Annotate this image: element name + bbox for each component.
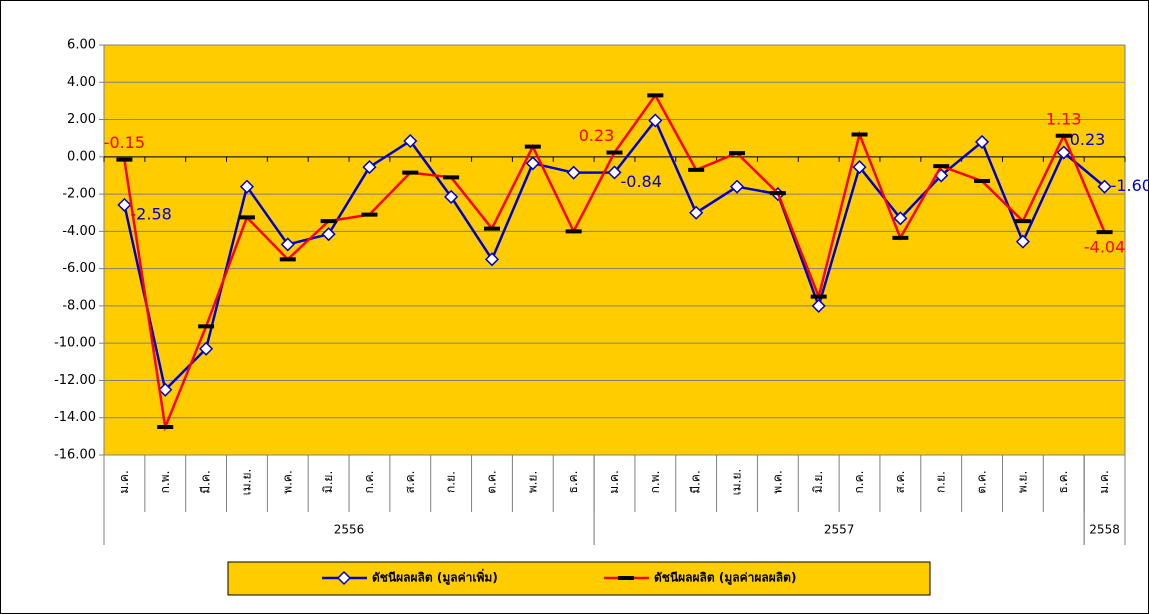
y-tick-label: 6.00 (67, 38, 96, 53)
y-tick-label: 2.00 (67, 112, 96, 127)
marker-diamond (362, 160, 377, 175)
marker-diamond (158, 382, 173, 397)
data-label: 0.23 (579, 126, 615, 145)
marker-diamond (893, 211, 908, 226)
group-label: 2557 (824, 523, 855, 537)
marker-diamond (974, 134, 990, 149)
y-tick-label: -12.00 (54, 373, 96, 388)
x-tick-label: พ.ย. (525, 471, 539, 494)
x-tick-label: เม.ย. (239, 469, 253, 496)
y-tick-label: -2.00 (62, 187, 96, 202)
y-tick-label: -8.00 (62, 298, 96, 313)
x-tick-label: มี.ค. (689, 470, 703, 494)
marker-diamond (444, 189, 459, 204)
y-tick-label: -4.00 (62, 224, 96, 239)
x-tick-label: ก.พ. (648, 471, 662, 494)
x-tick-label: พ.ย. (1015, 471, 1029, 494)
y-tick-label: -16.00 (54, 448, 96, 463)
marker-diamond (729, 179, 745, 194)
x-tick-label: ม.ค. (607, 470, 621, 494)
marker-diamond (811, 298, 826, 313)
marker-diamond (239, 179, 255, 194)
marker-diamond (648, 113, 663, 128)
plot-area (103, 44, 1126, 456)
x-tick-label: ม.ค. (117, 470, 131, 494)
marker-diamond (280, 237, 295, 252)
x-tick-label: มิ.ย. (321, 471, 335, 494)
group-label: 2556 (334, 523, 365, 537)
y-tick-label: 4.00 (67, 75, 96, 90)
marker-diamond (1015, 234, 1030, 249)
legend-label: ดัชนีผลผลิต (มูลค่าผลผลิต) (654, 571, 796, 586)
x-tick-label: ต.ค. (975, 470, 989, 493)
marker-diamond (199, 341, 214, 356)
marker-diamond (525, 156, 540, 171)
data-label: -0.84 (621, 172, 662, 191)
x-tick-label: ก.ย. (444, 471, 458, 493)
marker-diamond (117, 197, 132, 212)
x-tick-label: ก.ค. (852, 471, 866, 494)
x-tick-label: ส.ค. (893, 471, 907, 494)
marker-diamond (484, 252, 500, 267)
marker-diamond (607, 165, 622, 180)
marker-diamond (321, 227, 336, 242)
data-label: 1.13 (1046, 109, 1082, 128)
marker-diamond (566, 165, 581, 180)
x-tick-label: ต.ค. (484, 470, 498, 493)
x-tick-label: มิ.ย. (811, 471, 825, 494)
marker-diamond (1097, 179, 1112, 194)
y-tick-label: -6.00 (62, 261, 96, 276)
marker-diamond (689, 205, 704, 220)
legend-label: ดัชนีผลผลิต (มูลค่าเพิ่ม) (372, 569, 498, 586)
marker-diamond (403, 133, 418, 149)
x-tick-label: มี.ค. (199, 470, 213, 494)
x-tick-label: ม.ค. (1097, 470, 1111, 494)
legend-marker (336, 570, 352, 586)
data-label: -2.58 (130, 204, 171, 223)
x-tick-label: เม.ย. (730, 469, 744, 496)
x-tick-label: ส.ค. (403, 471, 417, 494)
x-tick-label: ธ.ค. (566, 471, 580, 494)
x-tick-label: ก.ย. (934, 471, 948, 493)
y-tick-label: 0.00 (67, 149, 96, 164)
data-label: 0.23 (1070, 130, 1106, 149)
x-tick-label: ก.ค. (362, 471, 376, 494)
data-label: -0.15 (104, 133, 145, 152)
group-label: 2558 (1089, 523, 1120, 537)
data-label: -1.60 (1111, 176, 1149, 195)
x-tick-label: ก.พ. (158, 471, 172, 494)
y-tick-label: -10.00 (54, 336, 96, 351)
marker-diamond (852, 160, 867, 175)
y-tick-label: -14.00 (54, 410, 96, 425)
data-label: -4.04 (1084, 238, 1125, 257)
x-tick-label: ธ.ค. (1056, 471, 1070, 494)
marker-diamond (1056, 145, 1071, 160)
x-tick-label: พ.ค. (280, 470, 294, 494)
x-tick-label: พ.ค. (770, 470, 784, 494)
